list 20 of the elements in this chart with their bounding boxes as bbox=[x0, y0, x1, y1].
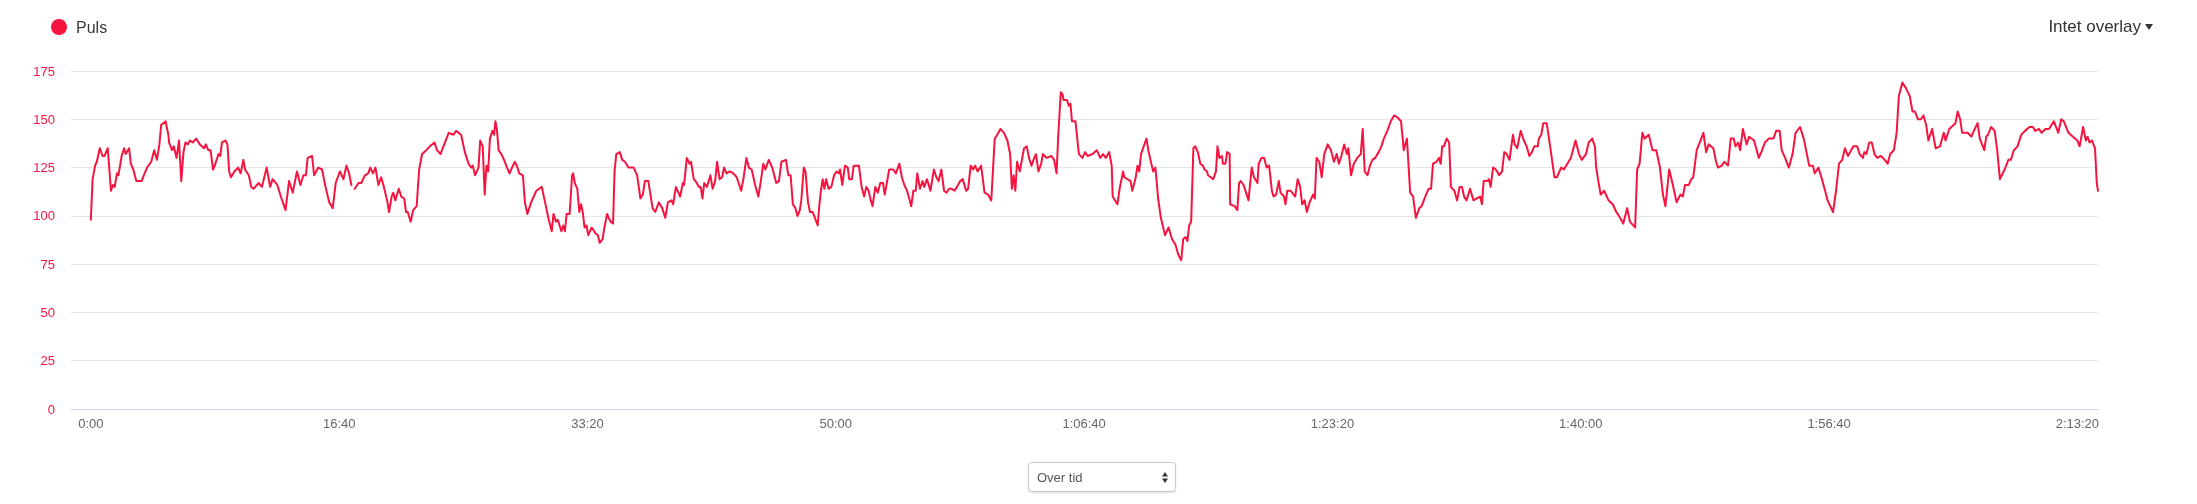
x-tick-label: 2:13:20 bbox=[2055, 416, 2100, 431]
select-field: Over tid bbox=[1028, 462, 1176, 492]
x-tick-label: 16:40 bbox=[322, 416, 356, 431]
y-tick-label: 125 bbox=[33, 160, 55, 176]
legend-label: Puls bbox=[76, 18, 108, 36]
y-tick-label: 150 bbox=[33, 111, 55, 127]
x-tick-label: 50:00 bbox=[819, 416, 853, 431]
y-tick-label: 75 bbox=[40, 256, 55, 272]
y-tick-label: 175 bbox=[33, 63, 55, 79]
y-tick-label: 100 bbox=[33, 208, 55, 224]
x-tick-label: 1:23:20 bbox=[1310, 416, 1355, 431]
x-tick-label: 0:00 bbox=[78, 416, 104, 431]
x-tick-label: 33:20 bbox=[571, 416, 604, 431]
x-tick-label: 1:56:40 bbox=[1807, 416, 1851, 431]
dropdown-label: Intet overlay bbox=[2048, 16, 2141, 37]
y-tick-label: 50 bbox=[40, 304, 55, 320]
y-tick-label: 0 bbox=[47, 401, 55, 417]
y-tick-label: 25 bbox=[40, 353, 55, 369]
x-tick-label: 1:06:40 bbox=[1062, 416, 1106, 431]
x-tick-label: 1:40:00 bbox=[1559, 416, 1603, 431]
